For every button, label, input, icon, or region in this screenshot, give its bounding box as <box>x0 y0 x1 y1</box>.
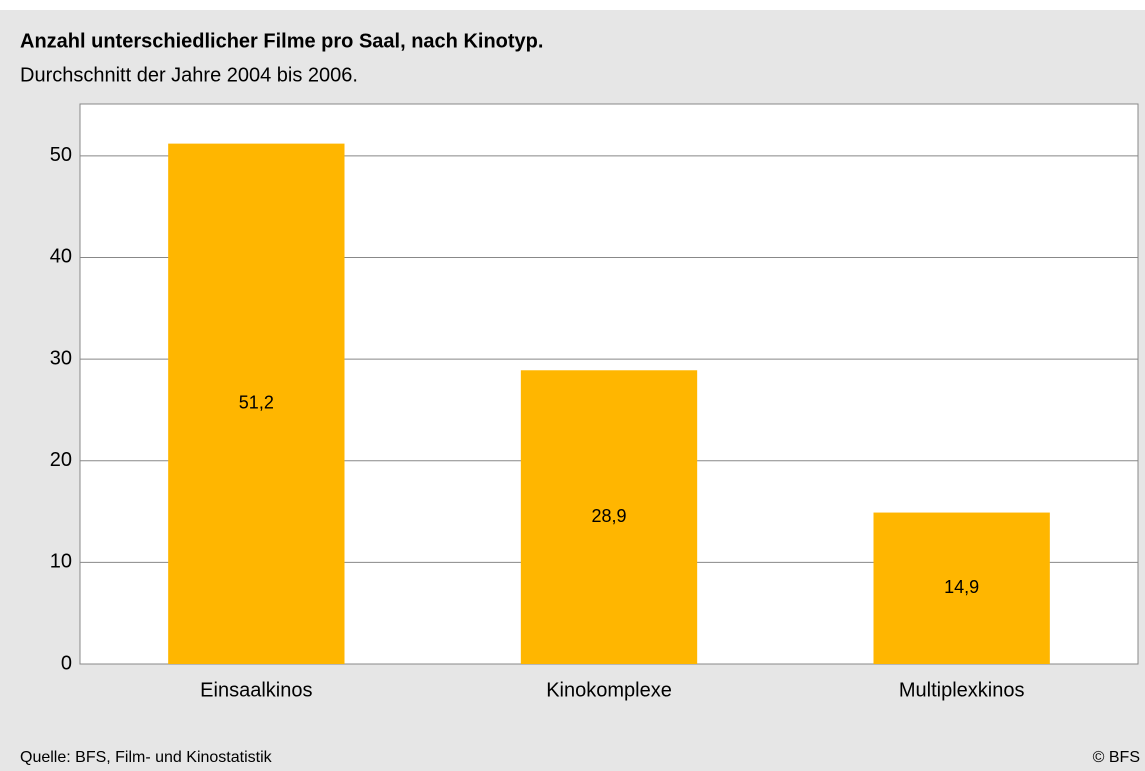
y-tick-label: 0 <box>61 652 72 674</box>
source: Quelle: BFS, Film- und Kinostatistik <box>20 749 273 766</box>
data-label: 28,9 <box>591 506 626 526</box>
data-label: 14,9 <box>944 577 979 597</box>
x-tick-label: Einsaalkinos <box>200 679 312 701</box>
bar <box>520 370 698 664</box>
x-tick-label: Kinokomplexe <box>546 679 672 701</box>
copyright: © BFS <box>1093 749 1140 766</box>
data-label: 51,2 <box>239 393 274 413</box>
chart-subtitle: Durchschnitt der Jahre 2004 bis 2006. <box>20 64 358 86</box>
x-tick-label: Multiplexkinos <box>899 679 1025 701</box>
y-tick-label: 10 <box>50 551 72 573</box>
y-tick-label: 50 <box>50 144 72 166</box>
chart-title: Anzahl unterschiedlicher Filme pro Saal,… <box>20 30 543 52</box>
bar <box>168 143 345 664</box>
y-tick-label: 40 <box>50 246 72 268</box>
y-tick-label: 20 <box>50 449 72 471</box>
y-tick-label: 30 <box>50 347 72 369</box>
bar <box>873 512 1050 664</box>
